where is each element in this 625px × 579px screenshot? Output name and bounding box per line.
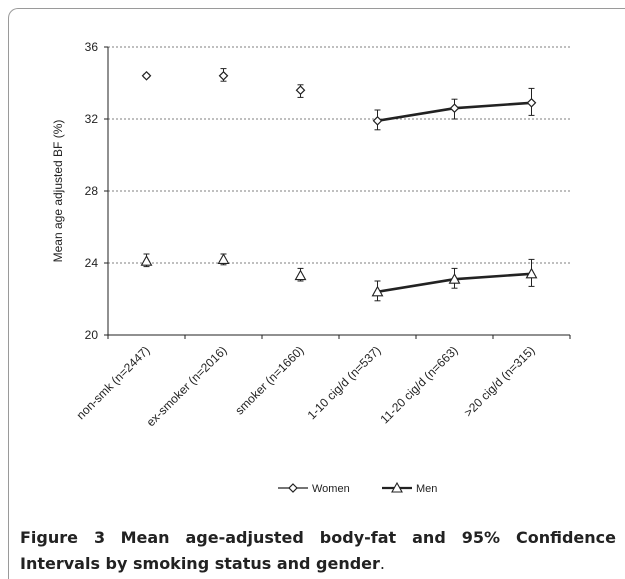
y-tick-labels: 20 24 28 32 36 bbox=[85, 40, 99, 342]
men-legend-label: Men bbox=[416, 483, 437, 495]
axes bbox=[104, 46, 571, 339]
series-lines bbox=[377, 101, 532, 294]
gridlines bbox=[108, 46, 570, 264]
figure-frame bbox=[8, 8, 625, 579]
women-legend-label: Women bbox=[312, 483, 350, 495]
x-tick-label: >20 cig/d (n=315) bbox=[461, 343, 537, 419]
y-tick-label: 32 bbox=[85, 112, 99, 126]
error-bars bbox=[143, 68, 535, 302]
x-tick-label: non-smk (n=2447) bbox=[74, 343, 153, 422]
men-point bbox=[217, 253, 230, 264]
men-legend-marker bbox=[391, 481, 403, 493]
men-point bbox=[140, 255, 153, 266]
x-tick-labels: non-smk (n=2447)ex-smoker (n=2016) smoker… bbox=[74, 343, 538, 429]
women-point bbox=[526, 97, 537, 108]
women-point bbox=[449, 103, 460, 114]
caption-label: Figure 3 bbox=[20, 528, 106, 547]
x-tick-label: 11-20 cig/d (n=663) bbox=[378, 343, 461, 426]
caption-text: Mean age-adjusted body-fat and 95% Confi… bbox=[20, 528, 617, 573]
men-point bbox=[448, 273, 461, 284]
men-point bbox=[371, 285, 384, 297]
chart: 20 24 28 32 36 non-smk (n=2447)ex-smoker (n=… bbox=[51, 40, 571, 495]
women-point bbox=[218, 70, 229, 81]
women-point bbox=[141, 70, 152, 81]
legend: Women Men bbox=[278, 481, 437, 495]
men-point bbox=[294, 269, 307, 281]
y-tick-label: 36 bbox=[85, 40, 99, 54]
women-point bbox=[372, 115, 383, 126]
men-point bbox=[525, 267, 538, 279]
x-tick-label: ex-smoker (n=2016) bbox=[144, 343, 230, 429]
x-tick-label: smoker (n=1660) bbox=[232, 343, 306, 417]
data-markers bbox=[140, 70, 538, 297]
y-tick-label: 20 bbox=[85, 328, 99, 342]
x-tick-label: 1-10 cig/d (n=537) bbox=[305, 343, 384, 422]
women-point bbox=[295, 85, 306, 96]
women-legend-marker bbox=[288, 483, 298, 493]
caption-end: . bbox=[379, 554, 386, 573]
y-axis-label: Mean age adjusted BF (%) bbox=[51, 120, 65, 263]
y-tick-label: 24 bbox=[85, 256, 99, 270]
figure-caption: Figure 3 Mean age-adjusted body-fat and … bbox=[20, 525, 616, 577]
y-tick-label: 28 bbox=[85, 184, 99, 198]
